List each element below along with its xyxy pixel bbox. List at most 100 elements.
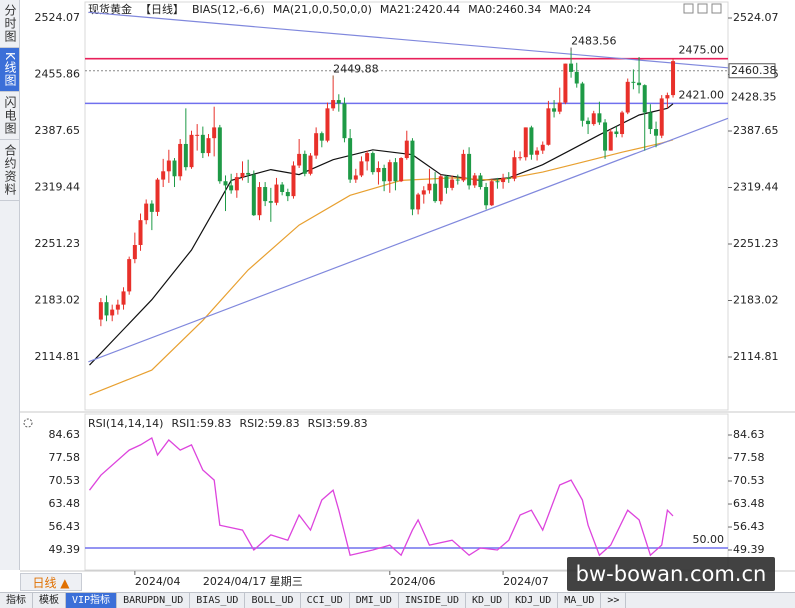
x-tick-label: 2024/04 [135,575,181,588]
legend-text: 现货黄金 [88,2,132,16]
sidebar-tab[interactable]: 闪电图 [0,92,19,140]
line [88,117,729,363]
y-tick-label: 77.58 [49,451,81,464]
y-tick-label: 2251.23 [35,237,81,250]
indicator-tab[interactable]: BIAS_UD [190,593,246,608]
indicator-tabs: 指标 模板 VIP指标 BARUPDN_UD BIAS_UD BOLL_UD CCI_UD D… [0,592,795,608]
candle-body [172,160,177,177]
indicator-tab[interactable]: CCI_UD [301,593,350,608]
y-tick-label: 2524.07 [733,11,779,24]
line-label: 2475.00 [679,44,725,57]
window-icon[interactable] [683,3,694,14]
sidebar-tab[interactable]: 合约资料 [0,140,19,201]
candle-body [416,194,421,210]
candle-body [608,131,613,151]
sidebar-tab[interactable]: K线图 [0,48,19,92]
candle-body [399,158,404,182]
line-label: 2421.00 [679,88,725,101]
candle-body [404,140,409,159]
candle-body [115,304,120,310]
candle-body [569,63,574,72]
legend-text: MA0:24 [549,3,591,16]
candle-body [206,138,211,154]
candle-body [450,179,455,188]
candle-body [229,185,234,191]
indicator-tab[interactable]: VIP指标 [66,593,118,608]
sidebar-tab[interactable]: 分时图 [0,0,19,48]
period-label: 日线 [32,576,57,590]
legend-text: MA(21,0,0,50,0,0) [273,3,372,16]
y-tick-label: 2319.44 [733,180,779,193]
candle-body [501,177,506,183]
candle-body [620,112,625,135]
indicator-tab[interactable]: KDJ_UD [509,593,559,608]
candle-body [433,183,438,202]
legend-text: 【日线】 [140,2,184,16]
candle-body [557,102,562,112]
candle-body [591,113,596,125]
line [89,103,674,366]
candle-body [467,153,472,186]
price-tag: 2460.38 [731,64,777,77]
candle-body [382,167,387,182]
candle-body [637,82,642,86]
candle-body [370,153,375,173]
y-tick-label: 56.43 [49,520,81,533]
candle-body [546,108,551,145]
candle-body [178,143,183,177]
candle-body [671,61,676,96]
y-tick-label: 63.48 [733,497,765,510]
legend-text: MA21:2420.44 [380,3,460,16]
candle-body [132,245,137,260]
chart: 现货黄金 【日线】 BIAS(12,-6,6) MA(21,0,0,50,0,0) MA… [20,1,795,588]
candle-body [314,133,319,156]
window-icon[interactable] [711,3,722,14]
indicator-tab[interactable]: DMI_UD [350,593,399,608]
y-tick-label: 84.63 [733,428,765,441]
candle-body [393,162,398,182]
candle-body [348,138,353,180]
candle-body [642,85,647,113]
candle-body [251,174,256,216]
candle-body [138,220,143,246]
indicator-tab[interactable]: KD_UD [466,593,510,608]
period-button[interactable]: 日线 ▲ [20,573,82,591]
candle-body [410,140,415,210]
candle-body [523,127,528,158]
annotation: 2449.88 [333,62,379,75]
window-icon[interactable] [697,3,708,14]
candle-body [274,184,279,203]
candle-body [529,127,534,155]
y-tick-label: 70.53 [49,474,81,487]
candle-body [495,181,500,183]
y-tick-label: 2387.65 [35,124,81,137]
crosshair-date: 2024/04/17 星期三 [203,575,303,588]
indicator-tab[interactable]: BOLL_UD [245,593,301,608]
candle-body [268,201,273,203]
x-tick-label: 2024/06 [390,575,436,588]
indicator-tab[interactable]: MA_UD [558,593,602,608]
indicator-tab[interactable]: INSIDE_UD [399,593,467,608]
candle-body [484,187,489,206]
annotation: 2483.56 [571,35,617,48]
candle-body [166,160,171,172]
candle-body [580,83,585,121]
y-tick-label: 2183.02 [733,293,779,306]
y-tick-label: 2319.44 [35,180,81,193]
candle-body [506,177,511,179]
indicator-tab[interactable]: 模板 [33,593,66,608]
indicator-tab[interactable]: 指标 [0,593,33,608]
candle-body [257,187,262,216]
indicator-tab[interactable]: >> [601,593,627,608]
y-tick-label: 56.43 [733,520,765,533]
candle-body [263,187,268,202]
candle-body [654,129,659,136]
legend-text: BIAS(12,-6,6) [192,3,265,16]
candle-body [472,175,477,186]
y-tick-label: 63.48 [49,497,81,510]
settings-icon[interactable] [23,418,33,428]
candle-body [336,100,341,104]
candle-body [631,81,636,83]
indicator-tab[interactable]: BARUPDN_UD [117,593,191,608]
candle-body [234,177,239,191]
